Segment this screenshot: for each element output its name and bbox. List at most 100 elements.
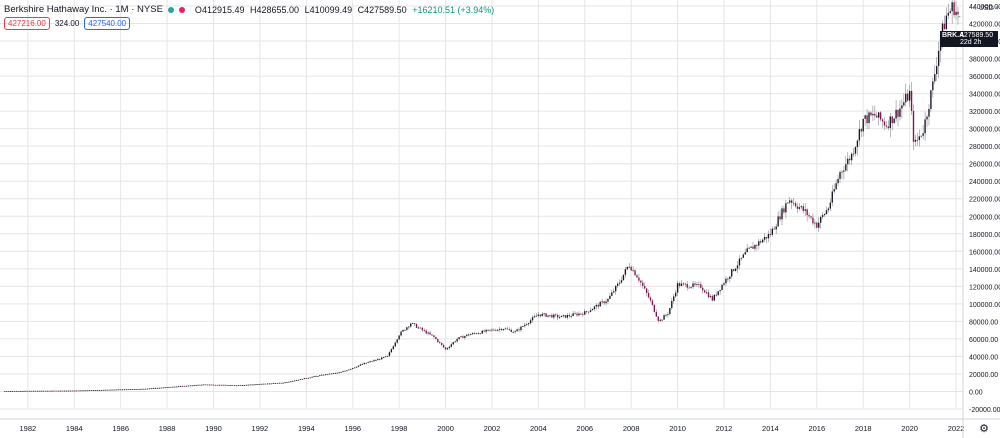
change-value: +16210.51 (+3.94%)	[412, 4, 495, 15]
candle-up	[537, 314, 540, 316]
buy-button[interactable]: 427540.00	[84, 17, 131, 30]
candle-down	[715, 294, 717, 296]
candle-down	[702, 287, 704, 291]
candle-up	[763, 237, 766, 240]
currency-selector[interactable]: 4 USD ▾	[973, 4, 999, 12]
candle-up	[272, 383, 275, 384]
candle-up	[344, 370, 346, 372]
candle-down	[568, 314, 570, 317]
candle-up	[914, 139, 917, 142]
candle-down	[232, 385, 234, 386]
y-tick-label: 240000.00	[969, 179, 1000, 186]
candle-down	[682, 283, 685, 285]
last-price-value: 427589.50	[960, 32, 994, 39]
candle-up	[750, 246, 752, 248]
candle-up	[189, 385, 191, 387]
candle-up	[69, 390, 72, 392]
candle-up	[723, 283, 725, 285]
candle-down	[651, 300, 654, 305]
candle-up	[125, 389, 128, 391]
last-price-label: BRK.A 427589.50 22d 2h	[940, 31, 998, 47]
candle-down	[127, 389, 130, 391]
candle-down	[752, 246, 754, 249]
candle-up	[777, 216, 779, 227]
candle-up	[292, 380, 294, 382]
candle-up	[193, 385, 195, 386]
candle-up	[251, 384, 253, 386]
candle-up	[847, 158, 849, 165]
gear-icon[interactable]: ⚙	[979, 423, 989, 435]
candle-down	[56, 390, 58, 392]
candle-up	[744, 252, 746, 255]
candle-up	[908, 90, 911, 101]
candle-up	[767, 233, 770, 239]
candle-down	[866, 115, 868, 124]
candle-down	[435, 336, 437, 340]
candle-up	[417, 327, 420, 329]
candle-up	[203, 384, 205, 386]
candle-down	[885, 125, 888, 127]
candle-up	[547, 315, 549, 317]
candle-down	[270, 383, 273, 385]
candle-up	[524, 324, 526, 327]
candle-down	[883, 121, 886, 126]
candle-down	[440, 342, 443, 345]
candle-up	[620, 280, 623, 283]
candle-up	[42, 390, 44, 392]
candle-up	[862, 118, 864, 132]
candle-up	[348, 369, 350, 371]
candle-up	[406, 327, 408, 330]
candlestick-series	[3, 0, 963, 392]
candle-down	[108, 389, 110, 391]
time-axis[interactable]: 1982 1984 1986 1988 1990 1992 1994 1996 1998 2000…	[0, 418, 1000, 433]
candle-up	[485, 329, 487, 332]
candle-down	[431, 334, 433, 336]
candle-up	[145, 388, 147, 390]
candle-up	[369, 361, 371, 363]
candle-up	[854, 147, 857, 154]
candle-down	[636, 275, 638, 278]
candle-down	[415, 324, 418, 328]
candle-up	[477, 333, 480, 335]
x-tick-label: 1984	[66, 424, 83, 433]
candle-up	[613, 291, 615, 293]
data-status-icon	[178, 6, 185, 13]
currency-prefix: 4	[973, 5, 977, 12]
candle-up	[696, 284, 698, 285]
sell-button[interactable]: 427216.00	[4, 17, 50, 30]
candle-up	[257, 384, 259, 385]
candle-down	[802, 206, 804, 211]
price-axis[interactable]: 440000.00420000.00400000.00380000.003600…	[962, 0, 1000, 438]
candle-up	[112, 389, 114, 391]
candle-up	[471, 333, 474, 335]
candle-down	[640, 280, 642, 283]
x-tick-label: 1992	[252, 424, 269, 433]
candle-up	[955, 11, 957, 16]
candle-up	[222, 384, 224, 386]
candle-down	[765, 237, 768, 239]
candle-up	[901, 105, 903, 109]
candle-up	[543, 313, 545, 315]
candle-down	[655, 311, 657, 317]
candle-up	[60, 390, 62, 392]
candle-up	[717, 291, 719, 296]
y-tick-label: 200000.00	[969, 214, 1000, 221]
candle-down	[806, 209, 808, 216]
candle-up	[152, 388, 155, 389]
candle-up	[81, 390, 83, 392]
candle-up	[924, 119, 926, 134]
candle-up	[259, 383, 261, 385]
candle-down	[77, 390, 79, 392]
candle-down	[792, 202, 795, 204]
candle-up	[36, 390, 39, 392]
candle-up	[83, 390, 85, 392]
symbol-title[interactable]: Berkshire Hathaway Inc. · 1M · NYSE	[4, 4, 163, 15]
x-tick-label: 2000	[437, 424, 454, 433]
candle-down	[493, 329, 495, 331]
x-tick-label: 2018	[855, 424, 872, 433]
candle-down	[323, 374, 325, 376]
candle-up	[448, 346, 451, 349]
candle-up	[593, 306, 596, 310]
x-tick-label: 1986	[112, 424, 129, 433]
